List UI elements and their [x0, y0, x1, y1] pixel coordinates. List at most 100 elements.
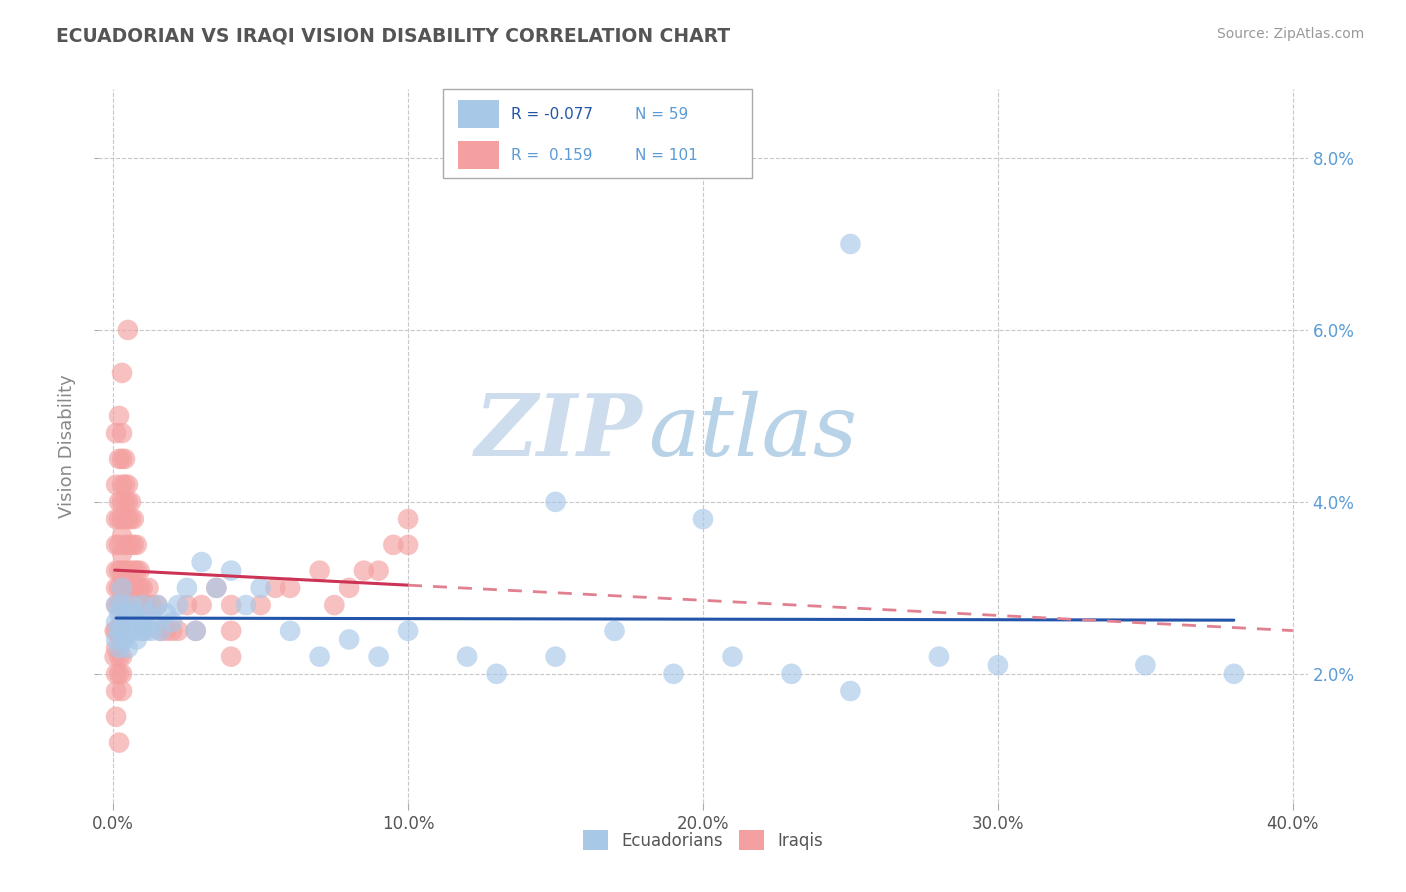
- Text: atlas: atlas: [648, 391, 858, 473]
- Point: [114, 477, 136, 491]
- Point: [544, 649, 567, 664]
- Point: [135, 598, 157, 612]
- Point: [839, 684, 862, 698]
- Point: [111, 581, 134, 595]
- Point: [117, 581, 139, 595]
- Point: [108, 564, 131, 578]
- Point: [190, 555, 212, 569]
- FancyBboxPatch shape: [458, 141, 499, 169]
- Point: [108, 736, 131, 750]
- Point: [105, 684, 128, 698]
- Text: Source: ZipAtlas.com: Source: ZipAtlas.com: [1216, 27, 1364, 41]
- Point: [114, 538, 136, 552]
- Point: [117, 512, 139, 526]
- Point: [721, 649, 744, 664]
- Point: [108, 512, 131, 526]
- Point: [1223, 666, 1246, 681]
- Point: [122, 607, 145, 621]
- Point: [105, 641, 128, 656]
- Point: [131, 624, 153, 638]
- Point: [219, 649, 242, 664]
- Point: [114, 451, 136, 466]
- Point: [146, 598, 169, 612]
- Point: [155, 624, 177, 638]
- Text: ECUADORIAN VS IRAQI VISION DISABILITY CORRELATION CHART: ECUADORIAN VS IRAQI VISION DISABILITY CO…: [56, 27, 730, 45]
- Point: [249, 598, 271, 612]
- Point: [117, 624, 139, 638]
- Point: [382, 538, 405, 552]
- Point: [141, 624, 163, 638]
- Point: [111, 598, 134, 612]
- Text: R = -0.077: R = -0.077: [510, 107, 593, 121]
- Point: [485, 666, 508, 681]
- Point: [143, 615, 166, 630]
- Point: [125, 615, 148, 630]
- Point: [108, 607, 131, 621]
- Point: [114, 581, 136, 595]
- Point: [219, 564, 242, 578]
- Point: [928, 649, 950, 664]
- Point: [105, 598, 128, 612]
- Point: [111, 564, 134, 578]
- Point: [692, 512, 714, 526]
- Point: [120, 615, 142, 630]
- Point: [323, 598, 346, 612]
- Point: [205, 581, 228, 595]
- Point: [125, 564, 148, 578]
- Point: [149, 624, 172, 638]
- Point: [108, 624, 131, 638]
- Point: [219, 624, 242, 638]
- Point: [105, 615, 128, 630]
- Point: [603, 624, 626, 638]
- Point: [105, 426, 128, 441]
- Point: [367, 649, 389, 664]
- Point: [105, 624, 128, 638]
- Point: [190, 598, 212, 612]
- Point: [176, 598, 198, 612]
- Point: [114, 598, 136, 612]
- Point: [111, 666, 134, 681]
- Point: [122, 564, 145, 578]
- Point: [155, 607, 177, 621]
- Point: [108, 641, 131, 656]
- Point: [205, 581, 228, 595]
- Point: [120, 598, 142, 612]
- Point: [114, 632, 136, 647]
- Point: [337, 632, 360, 647]
- Point: [141, 598, 163, 612]
- Point: [149, 624, 172, 638]
- Point: [117, 607, 139, 621]
- Point: [120, 564, 142, 578]
- Point: [125, 581, 148, 595]
- Point: [125, 632, 148, 647]
- Point: [308, 564, 330, 578]
- Point: [114, 615, 136, 630]
- Point: [104, 624, 127, 638]
- Point: [111, 624, 134, 638]
- Point: [114, 564, 136, 578]
- Point: [114, 495, 136, 509]
- Point: [278, 581, 301, 595]
- Point: [353, 564, 375, 578]
- Point: [396, 624, 419, 638]
- Text: N = 59: N = 59: [634, 107, 688, 121]
- Point: [111, 684, 134, 698]
- Point: [122, 581, 145, 595]
- Point: [117, 495, 139, 509]
- Point: [120, 495, 142, 509]
- Point: [105, 564, 128, 578]
- Point: [111, 546, 134, 560]
- Point: [111, 495, 134, 509]
- Point: [108, 495, 131, 509]
- Point: [108, 649, 131, 664]
- Point: [184, 624, 207, 638]
- Point: [131, 615, 153, 630]
- Point: [219, 598, 242, 612]
- Point: [108, 538, 131, 552]
- Point: [105, 477, 128, 491]
- Point: [108, 666, 131, 681]
- Point: [108, 598, 131, 612]
- Point: [122, 538, 145, 552]
- Text: ZIP: ZIP: [475, 390, 643, 474]
- Point: [131, 598, 153, 612]
